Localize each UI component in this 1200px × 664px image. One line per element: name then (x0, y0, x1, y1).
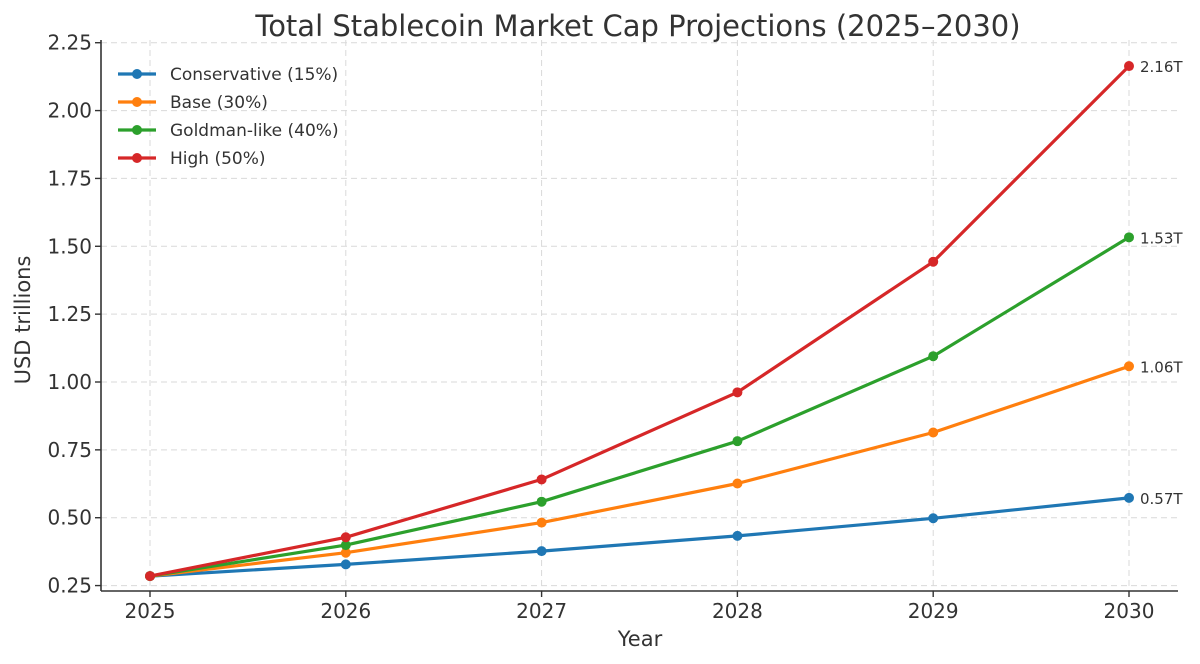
data-point-conservative (1124, 492, 1134, 503)
data-point-goldman-like (732, 436, 743, 447)
data-point-base (340, 547, 351, 558)
end-label-conservative: 0.57T (1140, 490, 1183, 508)
y-tick-label: 0.75 (47, 438, 92, 462)
series-goldman-like: 1.53T (145, 229, 1183, 582)
x-tick-label: 2028 (712, 599, 763, 623)
data-point-goldman-like (1124, 232, 1134, 243)
series-line-conservative (148, 496, 1131, 578)
series-high: 2.16T (145, 58, 1183, 582)
data-point-conservative (732, 530, 743, 541)
legend: Conservative (15%) Base (30%) Goldman-like… (118, 65, 339, 169)
legend-swatch-marker (132, 153, 142, 163)
y-axis-title: USD trillions (11, 256, 35, 385)
data-point-high (145, 571, 155, 582)
y-tick-label: 1.75 (47, 166, 92, 190)
series-line-goldman-like (148, 235, 1131, 578)
y-axis-ticks: 0.25 0.50 0.75 1.00 1.25 1.50 1.75 2.00 2.25 (47, 31, 101, 598)
y-tick-label: 0.50 (47, 506, 92, 530)
chart-title: Total Stablecoin Market Cap Projections … (254, 9, 1020, 43)
end-label-high: 2.16T (1140, 58, 1183, 76)
series-base: 1.06T (145, 358, 1183, 582)
legend-swatch-marker (132, 69, 142, 79)
y-tick-label: 1.00 (47, 370, 92, 394)
data-point-high (340, 532, 351, 543)
end-label-base: 1.06T (1140, 358, 1183, 376)
series-line-high (148, 64, 1131, 578)
x-axis-title: Year (617, 627, 663, 651)
data-point-base (928, 427, 939, 438)
x-tick-label: 2025 (125, 599, 176, 623)
legend-label: Goldman-like (40%) (170, 121, 339, 141)
x-tick-label: 2029 (908, 599, 959, 623)
legend-item-goldman-like: Goldman-like (40%) (118, 121, 339, 141)
data-point-high (928, 256, 939, 267)
legend-item-conservative: Conservative (15%) (118, 65, 338, 85)
legend-item-base: Base (30%) (118, 93, 268, 113)
axes (100, 40, 1178, 592)
series-conservative: 0.57T (145, 490, 1183, 582)
data-point-high (732, 387, 743, 398)
x-axis-ticks: 2025 2026 2027 2028 2029 2030 (125, 591, 1155, 623)
data-point-goldman-like (536, 496, 547, 507)
data-point-base (536, 517, 547, 528)
data-point-goldman-like (928, 351, 939, 362)
series-layer: 0.57T 1.06T 1.53T 2.16T (145, 58, 1183, 582)
legend-swatch-marker (132, 125, 142, 135)
end-label-goldman-like: 1.53T (1140, 229, 1183, 247)
x-tick-label: 2030 (1104, 599, 1155, 623)
data-point-conservative (928, 513, 939, 524)
data-point-conservative (536, 546, 547, 557)
x-tick-label: 2027 (516, 599, 567, 623)
x-tick-label: 2026 (320, 599, 371, 623)
data-point-base (1124, 361, 1134, 372)
legend-item-high: High (50%) (118, 149, 266, 169)
data-point-high (1124, 61, 1134, 72)
data-point-goldman-like (340, 540, 351, 551)
y-tick-label: 1.50 (47, 234, 92, 258)
y-tick-label: 1.25 (47, 302, 92, 326)
gridlines (101, 40, 1178, 591)
legend-label: High (50%) (170, 149, 266, 169)
legend-label: Base (30%) (170, 93, 268, 113)
y-tick-label: 0.25 (47, 574, 92, 598)
y-tick-label: 2.00 (47, 99, 92, 123)
data-point-conservative (340, 559, 351, 570)
data-point-high (536, 474, 547, 485)
legend-swatch-marker (132, 97, 142, 107)
series-line-base (148, 364, 1131, 578)
legend-label: Conservative (15%) (170, 65, 338, 85)
y-tick-label: 2.25 (47, 31, 92, 55)
data-point-base (732, 478, 743, 489)
